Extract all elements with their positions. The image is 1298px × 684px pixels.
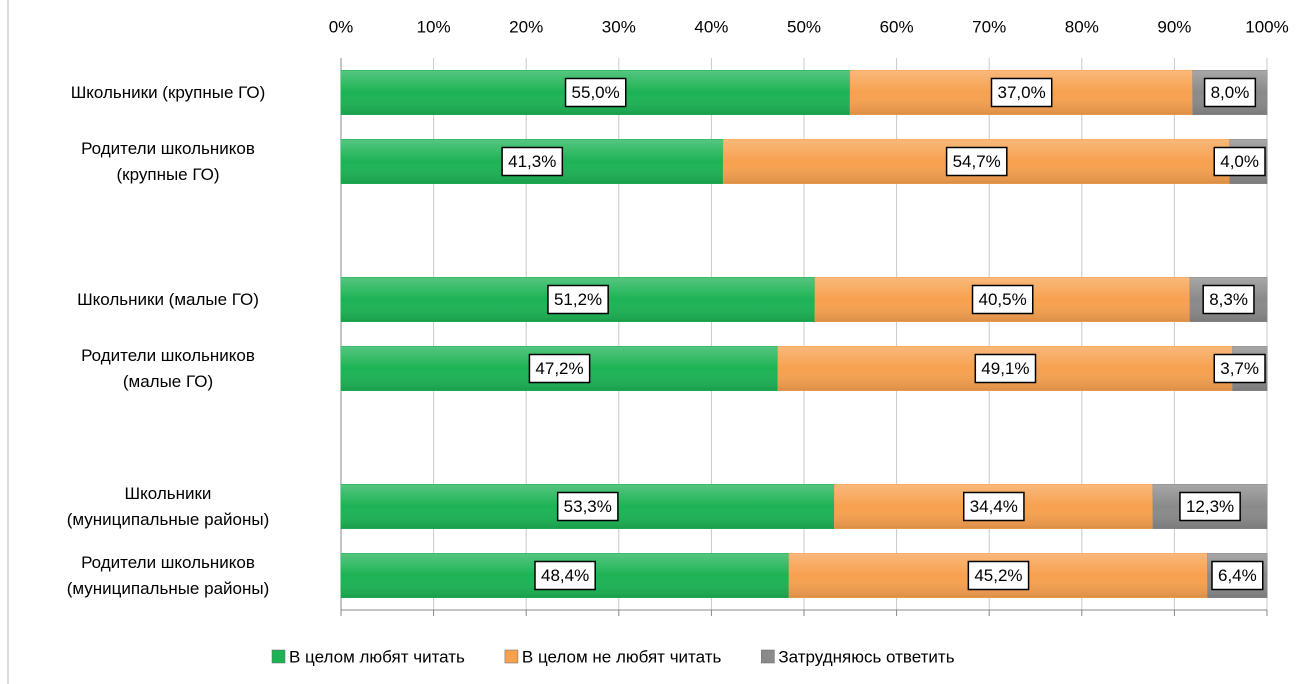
data-label: 37,0% (990, 77, 1053, 108)
data-label-box (564, 77, 627, 108)
y-tick-label: Школьники (муниципальные районы) (66, 483, 270, 529)
x-tick-label: 100% (1245, 17, 1288, 36)
x-tick-label: 30% (602, 17, 636, 36)
legend-label: В целом не любят читать (522, 647, 722, 666)
data-label: 12,3% (1179, 491, 1241, 522)
y-tick-label: Родители школьников (малые ГО) (81, 345, 255, 391)
data-label: 47,2% (528, 353, 591, 384)
data-label-box (528, 353, 591, 384)
data-label-box (967, 560, 1030, 591)
data-label: 54,7% (945, 146, 1008, 177)
data-label: 41,3% (501, 146, 564, 177)
x-tick-label: 10% (417, 17, 451, 36)
chart-frame (7, 0, 9, 684)
data-label: 8,0% (1203, 77, 1257, 108)
data-label: 55,0% (564, 77, 627, 108)
data-label: 6,4% (1211, 560, 1264, 591)
data-label-box (1211, 560, 1264, 591)
y-tick-label: Родители школьников (муниципальные район… (66, 552, 270, 598)
legend-label: В целом любят читать (289, 647, 465, 666)
data-label-box (1179, 491, 1241, 522)
data-label: 8,3% (1202, 284, 1255, 315)
data-label: 53,3% (556, 491, 619, 522)
x-tick-label: 70% (972, 17, 1006, 36)
x-tick-label: 60% (880, 17, 914, 36)
data-label: 34,4% (962, 491, 1025, 522)
data-label-box (962, 491, 1025, 522)
legend-swatch (271, 649, 286, 664)
data-label: 48,4% (534, 560, 596, 591)
data-label-text: 6,4% (1218, 566, 1257, 585)
data-label: 40,5% (971, 284, 1034, 315)
data-label-box (971, 284, 1034, 315)
data-label-box (1213, 146, 1266, 177)
data-label-text: 37,0% (998, 83, 1046, 102)
data-label: 4,0% (1213, 146, 1266, 177)
data-label-box (1202, 284, 1255, 315)
data-label-box (1203, 77, 1257, 108)
data-label-box (945, 146, 1008, 177)
data-label-text: 53,3% (564, 497, 612, 516)
data-label-text: 3,7% (1220, 359, 1259, 378)
data-label-box (990, 77, 1053, 108)
data-label-text: 8,0% (1211, 83, 1250, 102)
data-label-text: 51,2% (554, 290, 602, 309)
data-label-text: 40,5% (979, 290, 1027, 309)
x-tick-label: 20% (509, 17, 543, 36)
data-label-box (534, 560, 596, 591)
data-label-box (556, 491, 619, 522)
data-label-text: 41,3% (508, 152, 556, 171)
legend-swatch (504, 649, 519, 664)
data-label-text: 4,0% (1220, 152, 1259, 171)
data-label-text: 54,7% (953, 152, 1001, 171)
data-label-text: 49,1% (981, 359, 1029, 378)
data-label-box (974, 353, 1037, 384)
x-tick-label: 80% (1065, 17, 1099, 36)
x-tick-label: 0% (329, 17, 354, 36)
data-label-box (1213, 353, 1266, 384)
data-label: 51,2% (547, 284, 609, 315)
legend-swatch (761, 649, 775, 664)
data-label-text: 34,4% (970, 497, 1018, 516)
data-label: 45,2% (967, 560, 1030, 591)
data-label-text: 12,3% (1186, 497, 1234, 516)
y-tick-label: Школьники (крупные ГО) (70, 82, 266, 102)
legend-label: Затрудняюсь ответить (778, 647, 954, 666)
data-label-text: 45,2% (974, 566, 1022, 585)
data-label-text: 47,2% (535, 359, 583, 378)
data-label-text: 48,4% (541, 566, 589, 585)
data-label-box (547, 284, 609, 315)
data-label-box (501, 146, 564, 177)
y-tick-label: Родители школьников (крупные ГО) (81, 138, 255, 184)
x-tick-label: 40% (694, 17, 728, 36)
data-label: 3,7% (1213, 353, 1266, 384)
data-label: 49,1% (974, 353, 1037, 384)
data-label-text: 8,3% (1209, 290, 1248, 309)
x-tick-label: 50% (787, 17, 821, 36)
y-tick-label: Школьники (малые ГО) (77, 289, 259, 309)
x-tick-label: 90% (1157, 17, 1191, 36)
data-label-text: 55,0% (572, 83, 620, 102)
